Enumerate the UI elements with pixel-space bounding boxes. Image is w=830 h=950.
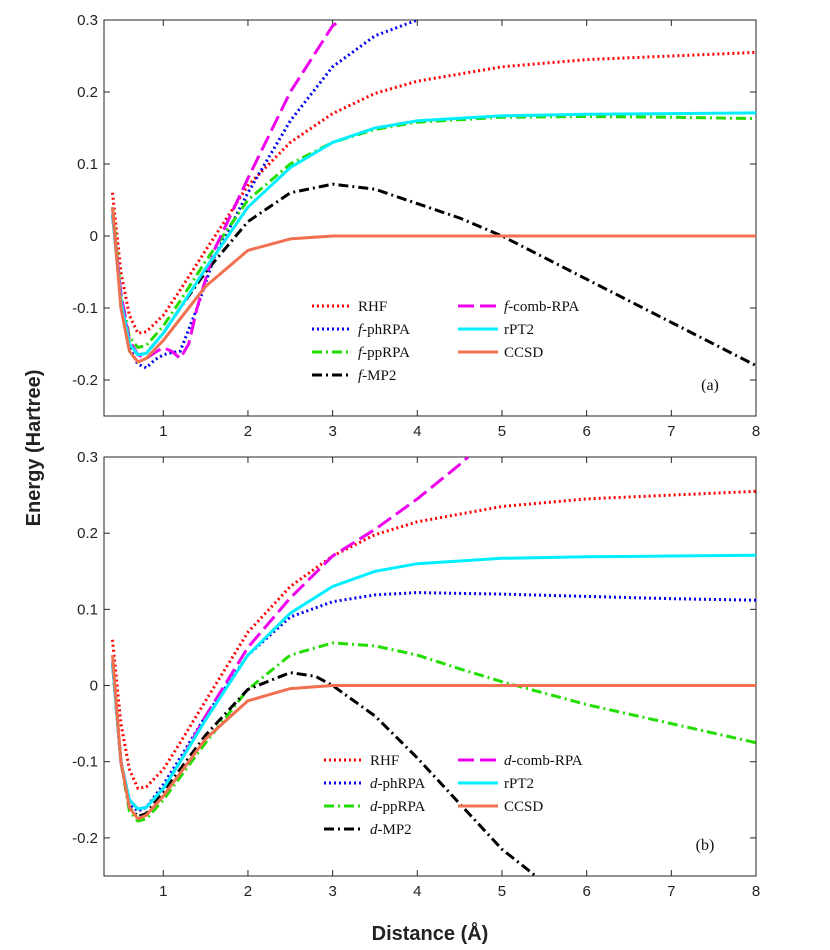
legend-label-comb-a: f-comb-RPA bbox=[504, 299, 579, 315]
legend-label-rpt2-a-name: rPT2 bbox=[504, 322, 534, 338]
legend-label-mp2-a-prefix: f bbox=[358, 368, 364, 384]
legend-label-mp2-a: f-MP2 bbox=[358, 368, 396, 384]
legend-label-pprpa-b-name: -ppRPA bbox=[378, 799, 426, 815]
legend-label-phrpa-b-prefix: d bbox=[370, 776, 378, 792]
legend-label-comb-b-prefix: d bbox=[504, 753, 512, 769]
legend-label-comb-a-name: -comb-RPA bbox=[508, 299, 579, 315]
legend-label-rhf-b-name: RHF bbox=[370, 753, 399, 769]
series-group-b bbox=[111, 457, 756, 876]
legend-label-phrpa-b: d-phRPA bbox=[370, 776, 425, 792]
series-line-rhf-b bbox=[111, 489, 756, 790]
x-tick-label-a: 2 bbox=[244, 423, 252, 440]
series-line-phrpa-a bbox=[111, 20, 418, 370]
x-tick-label-b: 2 bbox=[244, 883, 252, 900]
legend-label-rpt2-b-name: rPT2 bbox=[504, 776, 534, 792]
y-tick-label-a: 0.1 bbox=[77, 156, 98, 173]
x-tick-label-a: 1 bbox=[159, 423, 167, 440]
chart-panel-a: 1 2 3 4 5 6 7 8-0.2-0.100.10.20.3RHFf-phRPAf-pp… bbox=[72, 12, 760, 440]
x-tick-label-a: 6 bbox=[582, 423, 590, 440]
legend-label-pprpa-a-name: -ppRPA bbox=[362, 345, 410, 361]
legend-label-mp2-a-name: -MP2 bbox=[362, 368, 396, 384]
legend-label-ccsd-a-name: CCSD bbox=[504, 345, 543, 361]
y-tick-label-a: -0.1 bbox=[72, 300, 98, 317]
x-tick-label-a: 3 bbox=[328, 423, 336, 440]
legend-label-rhf-a: RHF bbox=[358, 299, 387, 315]
legend-label-comb-a-prefix: f bbox=[504, 299, 510, 315]
x-tick-label-a: 4 bbox=[413, 423, 421, 440]
legend-label-phrpa-a-name: -phRPA bbox=[362, 322, 410, 338]
panel-label-a: (a) bbox=[701, 377, 719, 394]
y-tick-label-a: 0.3 bbox=[77, 12, 98, 29]
x-tick-label-b: 6 bbox=[582, 883, 590, 900]
legend-label-ccsd-b: CCSD bbox=[504, 799, 543, 815]
legend-label-ccsd-b-name: CCSD bbox=[504, 799, 543, 815]
panel-label-b: (b) bbox=[696, 837, 715, 854]
x-tick-label-b: 1 bbox=[159, 883, 167, 900]
series-line-ccsd-b bbox=[111, 654, 756, 821]
plot-area-b bbox=[103, 456, 757, 877]
legend-label-phrpa-a: f-phRPA bbox=[358, 322, 410, 338]
series-line-pprpa-a bbox=[111, 115, 756, 350]
legend-label-pprpa-b-prefix: d bbox=[370, 799, 378, 815]
series-line-rhf-a bbox=[111, 50, 756, 335]
y-tick-label-a: 0 bbox=[90, 228, 98, 245]
plot-area-a bbox=[103, 19, 757, 417]
legend-label-pprpa-a: f-ppRPA bbox=[358, 345, 410, 361]
y-tick-label-b: -0.1 bbox=[72, 754, 98, 771]
y-tick-label-b: 0.2 bbox=[77, 525, 98, 542]
x-tick-label-b: 4 bbox=[413, 883, 421, 900]
series-line-rpt2-a bbox=[111, 111, 756, 357]
x-tick-label-a: 7 bbox=[667, 423, 675, 440]
x-tick-label-a: 5 bbox=[498, 423, 506, 440]
x-tick-label-b: 7 bbox=[667, 883, 675, 900]
legend-label-phrpa-a-prefix: f bbox=[358, 322, 364, 338]
legend-label-pprpa-b: d-ppRPA bbox=[370, 799, 425, 815]
legend-label-comb-b-name: -comb-RPA bbox=[512, 753, 583, 769]
legend-label-rhf-a-name: RHF bbox=[358, 299, 387, 315]
x-tick-label-b: 3 bbox=[328, 883, 336, 900]
y-tick-label-b: 0.3 bbox=[77, 449, 98, 466]
x-tick-label-a: 8 bbox=[752, 423, 760, 440]
legend-label-rhf-b: RHF bbox=[370, 753, 399, 769]
y-tick-label-b: 0 bbox=[90, 678, 98, 695]
y-tick-label-b: 0.1 bbox=[77, 601, 98, 618]
chart-panel-b: 1 2 3 4 5 6 7 8-0.2-0.100.10.20.3RHFd-phRPAd-pp… bbox=[72, 449, 760, 900]
y-tick-label-b: -0.2 bbox=[72, 830, 98, 847]
legend-label-pprpa-a-prefix: f bbox=[358, 345, 364, 361]
legend-label-mp2-b: d-MP2 bbox=[370, 822, 412, 838]
legend-label-rpt2-a: rPT2 bbox=[504, 322, 534, 338]
series-line-ccsd-a bbox=[111, 207, 756, 364]
y-tick-label-a: -0.2 bbox=[72, 372, 98, 389]
y-tick-label-a: 0.2 bbox=[77, 84, 98, 101]
legend-label-comb-b: d-comb-RPA bbox=[504, 753, 583, 769]
series-line-phrpa-b bbox=[111, 591, 756, 813]
series-line-rpt2-b bbox=[111, 553, 756, 811]
legend-label-mp2-b-name: -MP2 bbox=[378, 822, 412, 838]
legend-label-phrpa-b-name: -phRPA bbox=[378, 776, 426, 792]
series-group-a bbox=[111, 20, 756, 370]
x-axis-label: Distance (Å) bbox=[372, 921, 489, 945]
legend-label-rpt2-b: rPT2 bbox=[504, 776, 534, 792]
x-tick-label-b: 8 bbox=[752, 883, 760, 900]
x-tick-label-b: 5 bbox=[498, 883, 506, 900]
legend-label-ccsd-a: CCSD bbox=[504, 345, 543, 361]
y-axis-label: Energy (Hartree) bbox=[23, 370, 45, 527]
legend-label-mp2-b-prefix: d bbox=[370, 822, 378, 838]
